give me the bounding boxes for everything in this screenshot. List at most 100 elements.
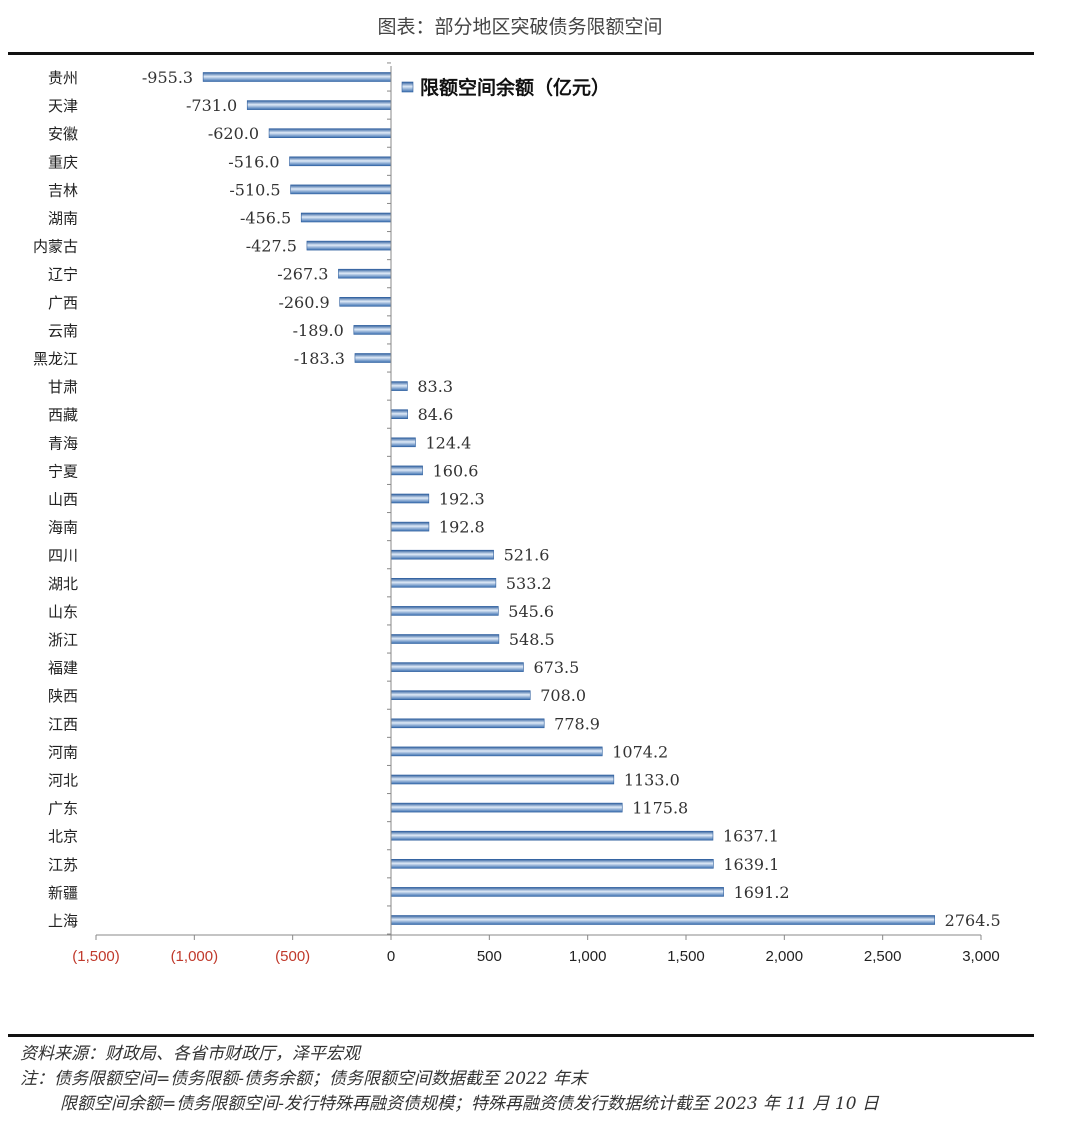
bar-26 [390, 802, 623, 813]
category-label-26: 广东 [48, 800, 78, 818]
bar-13 [390, 437, 416, 448]
top-rule [8, 52, 1034, 55]
value-label-18: 533.2 [506, 574, 552, 593]
category-label-19: 山东 [48, 603, 78, 621]
legend-swatch [401, 81, 414, 93]
bar-17 [390, 549, 494, 560]
value-label-1: -731.0 [186, 96, 237, 115]
value-label-13: 124.4 [425, 433, 471, 452]
bar-24 [390, 746, 603, 757]
bar-29 [390, 887, 724, 897]
category-label-21: 福建 [48, 659, 78, 677]
footer: 资料来源：财政局、各省市财政厅，泽平宏观 注：债务限额空间=债务限额-债务余额；… [20, 1042, 1070, 1117]
bar-3 [289, 156, 392, 167]
bar-15 [390, 493, 430, 504]
bar-11 [390, 381, 408, 391]
value-label-3: -516.0 [228, 152, 279, 171]
bar-20 [390, 634, 500, 644]
bar-23 [390, 718, 545, 729]
bar-16 [390, 521, 430, 532]
category-label-5: 湖南 [48, 210, 78, 228]
bar-10 [354, 353, 392, 363]
bottom-rule [8, 1034, 1034, 1037]
value-tick-label-0: (1,500) [72, 948, 120, 965]
value-label-10: -183.3 [294, 349, 345, 368]
category-label-27: 北京 [48, 828, 78, 846]
value-label-22: 708.0 [540, 686, 586, 705]
category-label-25: 河北 [48, 772, 78, 790]
value-tick-label-5: 1,000 [569, 948, 607, 965]
bar-1 [246, 100, 392, 110]
value-label-24: 1074.2 [612, 742, 668, 761]
category-label-1: 天津 [48, 97, 78, 115]
value-label-14: 160.6 [433, 461, 479, 480]
category-label-11: 甘肃 [48, 378, 78, 396]
bar-chart: 贵州 -955.3 天津 -731.0 安徽 -620.0 重庆 -516.0 吉林 -510.5… [33, 62, 1001, 965]
bar-7 [338, 268, 392, 279]
value-label-2: -620.0 [208, 124, 259, 143]
value-tick-label-7: 2,000 [766, 948, 804, 965]
category-label-20: 浙江 [48, 631, 78, 649]
value-label-5: -456.5 [240, 209, 291, 228]
value-label-16: 192.8 [439, 518, 485, 537]
category-label-24: 河南 [48, 743, 78, 761]
category-label-18: 湖北 [48, 575, 78, 593]
bar-18 [390, 577, 497, 588]
value-label-12: 84.6 [418, 405, 454, 424]
bar-0 [202, 72, 392, 82]
value-tick-label-1: (1,000) [171, 948, 219, 965]
bar-30 [390, 915, 935, 925]
bar-14 [390, 465, 423, 476]
category-label-29: 新疆 [48, 884, 78, 902]
category-label-23: 江西 [48, 715, 78, 733]
bar-6 [306, 240, 392, 251]
bar-5 [300, 212, 392, 223]
category-label-7: 辽宁 [48, 266, 78, 284]
value-label-8: -260.9 [278, 293, 329, 312]
value-label-25: 1133.0 [624, 771, 680, 790]
value-label-7: -267.3 [277, 265, 328, 284]
category-label-14: 宁夏 [48, 462, 78, 480]
value-label-11: 83.3 [417, 377, 453, 396]
value-label-9: -189.0 [293, 321, 344, 340]
legend-label: 限额空间余额（亿元） [420, 76, 610, 99]
category-label-17: 四川 [48, 547, 78, 565]
value-label-29: 1691.2 [734, 883, 790, 902]
category-label-30: 上海 [48, 912, 78, 930]
footer-note-1: 注：债务限额空间=债务限额-债务余额；债务限额空间数据截至 2022 年末 [20, 1069, 588, 1089]
footer-source: 资料来源：财政局、各省市财政厅，泽平宏观 [20, 1044, 360, 1064]
bar-27 [390, 830, 714, 841]
value-label-30: 2764.5 [945, 911, 1001, 930]
value-label-21: 673.5 [533, 658, 579, 677]
category-label-28: 江苏 [48, 856, 78, 874]
category-label-22: 陕西 [48, 687, 78, 705]
chart-title: 图表：部分地区突破债务限额空间 [377, 16, 663, 38]
category-label-16: 海南 [48, 519, 78, 537]
bar-9 [353, 325, 392, 335]
value-tick-label-2: (500) [275, 948, 310, 965]
bar-4 [290, 184, 392, 195]
category-label-2: 安徽 [48, 125, 78, 143]
value-label-20: 548.5 [509, 630, 555, 649]
category-label-6: 内蒙古 [33, 238, 78, 256]
category-label-13: 青海 [48, 434, 78, 452]
category-label-0: 贵州 [48, 69, 78, 87]
value-label-6: -427.5 [246, 237, 297, 256]
value-tick-label-9: 3,000 [962, 948, 1000, 965]
value-tick-label-6: 1,500 [667, 948, 705, 965]
value-label-19: 545.6 [508, 602, 554, 621]
bar-8 [339, 296, 392, 307]
category-label-3: 重庆 [48, 153, 78, 171]
bar-22 [390, 690, 531, 701]
bar-28 [390, 858, 714, 869]
bar-21 [390, 662, 524, 672]
value-label-0: -955.3 [142, 68, 193, 87]
value-label-15: 192.3 [439, 490, 485, 509]
category-label-8: 广西 [48, 294, 78, 312]
value-label-27: 1637.1 [723, 827, 779, 846]
bar-2 [268, 128, 392, 138]
bar-19 [390, 606, 499, 616]
value-label-23: 778.9 [554, 714, 600, 733]
category-label-9: 云南 [48, 322, 78, 340]
value-label-4: -510.5 [229, 180, 280, 199]
